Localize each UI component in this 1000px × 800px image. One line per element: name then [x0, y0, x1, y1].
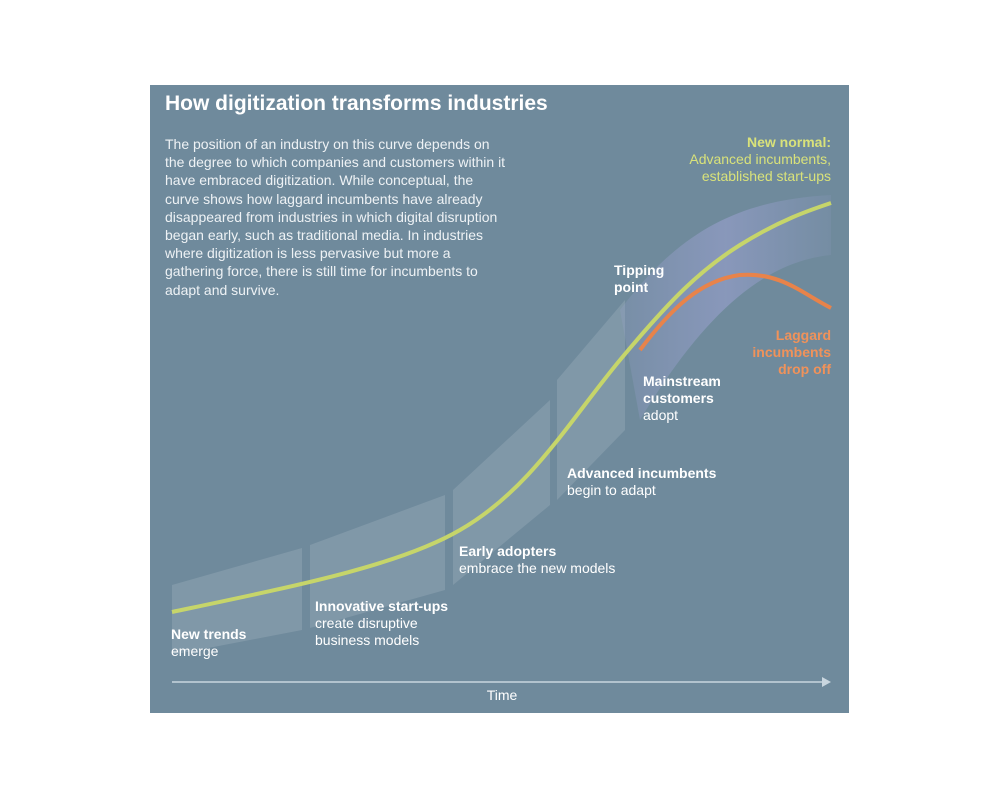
band	[453, 400, 550, 585]
band	[172, 548, 302, 655]
label-heading: Early adopters	[459, 543, 556, 559]
adoption-curve	[171, 201, 832, 614]
label-body: create disruptive	[315, 615, 418, 631]
x-axis-label: Time	[487, 687, 518, 703]
label-heading: New normal:	[747, 134, 831, 150]
label-body: emerge	[171, 643, 219, 659]
label-heading: Innovative start-ups	[315, 598, 448, 614]
label-heading: Laggard	[776, 327, 831, 343]
laggard-curve	[638, 272, 832, 352]
label-heading: drop off	[778, 361, 831, 377]
label-heading: customers	[643, 390, 714, 406]
band	[310, 495, 445, 628]
description: The position of an industry on this curv…	[165, 136, 506, 298]
axis-arrow	[822, 677, 831, 687]
label-heading: Mainstream	[643, 373, 721, 389]
label-heading: point	[614, 279, 649, 295]
label-body: begin to adapt	[567, 482, 656, 498]
label-body: Advanced incumbents,	[689, 151, 831, 167]
label-body: business models	[315, 632, 419, 648]
panel	[150, 85, 849, 713]
title: How digitization transforms industries	[165, 92, 548, 115]
label-heading: Tipping	[614, 262, 664, 278]
label-heading: incumbents	[752, 344, 831, 360]
label-body: embrace the new models	[459, 560, 615, 576]
label-body: adopt	[643, 407, 678, 423]
glow-band	[620, 195, 831, 420]
label-body: established start-ups	[702, 168, 831, 184]
label-heading: Advanced incumbents	[567, 465, 717, 481]
label-heading: New trends	[171, 626, 247, 642]
